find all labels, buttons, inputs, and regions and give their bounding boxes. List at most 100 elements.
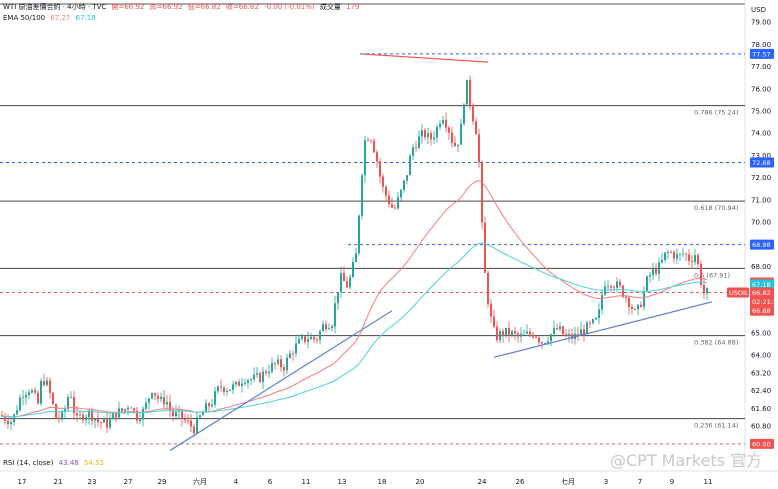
y-tick-label: 64.00 — [751, 352, 771, 360]
candle-body — [598, 309, 600, 318]
ema-label: EMA 50/100 — [3, 14, 46, 22]
price-tag-label: 66.68 — [752, 307, 771, 315]
candle-body — [157, 395, 159, 400]
candle-body — [370, 140, 372, 142]
candle-body — [697, 255, 699, 264]
candle-body — [187, 420, 189, 422]
candle-body — [58, 417, 60, 419]
open-value: 開=66.92 — [111, 3, 145, 11]
candle-body — [418, 136, 420, 149]
y-tick-label: 70.00 — [751, 218, 771, 226]
candle-body — [499, 331, 501, 341]
candle-body — [469, 79, 471, 106]
candle-body — [289, 353, 291, 358]
candle-body — [10, 422, 12, 425]
candle-body — [565, 334, 567, 336]
candle-body — [625, 296, 627, 298]
y-tick-label: 63.20 — [751, 369, 771, 377]
rsi-value-1: 43.48 — [58, 459, 79, 467]
candle-body — [259, 373, 261, 382]
candle-body — [460, 123, 462, 145]
candle-body — [301, 336, 303, 339]
x-tick-label: 21 — [54, 478, 63, 486]
candle-body — [424, 130, 426, 138]
candle-body — [544, 342, 546, 344]
rsi-label: RSI (14, close) — [3, 459, 54, 467]
candle-body — [448, 127, 450, 133]
candle-body — [19, 397, 21, 411]
candle-body — [508, 327, 510, 335]
trendline-top — [361, 53, 489, 63]
candle-body — [190, 420, 192, 427]
candle-body — [40, 380, 42, 404]
candle-body — [43, 380, 45, 385]
candle-body — [253, 374, 255, 380]
candle-body — [283, 367, 285, 371]
candle-body — [634, 308, 636, 310]
candle-body — [286, 357, 288, 371]
candle-body — [436, 126, 438, 138]
candle-body — [706, 287, 708, 294]
candle-body — [577, 333, 579, 336]
x-tick-label: 18 — [378, 478, 387, 486]
candle-body — [703, 284, 705, 294]
candle-body — [109, 419, 111, 428]
candle-body — [292, 353, 294, 355]
candle-body — [88, 410, 90, 418]
candle-body — [538, 338, 540, 343]
y-tick-label: 65.00 — [751, 329, 771, 337]
candle-body — [205, 403, 207, 413]
candle-body — [514, 331, 516, 334]
x-tick-label: 9 — [670, 478, 674, 486]
candle-body — [172, 410, 174, 416]
candle-body — [700, 263, 702, 285]
candle-body — [484, 222, 486, 273]
price-tag — [750, 438, 774, 449]
x-tick-label: 4 — [234, 478, 239, 486]
fib-level-label: 0.618 (70.94) — [694, 204, 738, 212]
candle-body — [433, 137, 435, 140]
candle-body — [334, 303, 336, 327]
candle-body — [31, 390, 33, 393]
candle-body — [427, 133, 429, 138]
candle-body — [463, 104, 465, 124]
x-tick-label: 6 — [268, 478, 273, 486]
candle-body — [13, 414, 15, 423]
candle-body — [397, 197, 399, 209]
ema50-value: 67.27 — [50, 14, 71, 22]
candle-body — [52, 392, 54, 404]
trendline-support-1 — [169, 310, 393, 452]
trendline-support-2 — [493, 301, 713, 358]
candle-body — [274, 362, 276, 364]
candle-body — [646, 276, 648, 292]
candle-body — [34, 390, 36, 393]
x-tick-label: 27 — [124, 478, 133, 486]
candle-body — [85, 417, 87, 421]
x-tick-label: 7 — [638, 478, 642, 486]
candle-body — [295, 343, 297, 354]
candle-body — [82, 414, 84, 421]
candle-body — [673, 252, 675, 259]
candle-body — [232, 384, 234, 390]
candle-body — [454, 142, 456, 147]
candle-body — [250, 379, 252, 381]
candle-body — [475, 121, 477, 135]
candle-body — [247, 380, 249, 383]
candle-body — [355, 253, 357, 262]
candle-body — [403, 180, 405, 190]
symbol-title: WTI 原油差價合約 · 4小時 · TVC — [3, 3, 107, 11]
candle-body — [277, 359, 279, 364]
candle-body — [601, 294, 603, 310]
candle-body — [91, 410, 93, 421]
candle-body — [694, 255, 696, 262]
candle-body — [640, 304, 642, 308]
candle-body — [631, 307, 633, 309]
x-tick-label: 20 — [416, 478, 425, 486]
candle-body — [130, 407, 132, 409]
candle-body — [526, 331, 528, 334]
price-tag-label: 68.98 — [752, 241, 771, 249]
candle-body — [379, 161, 381, 177]
candle-body — [262, 371, 264, 382]
price-tag — [750, 239, 774, 250]
